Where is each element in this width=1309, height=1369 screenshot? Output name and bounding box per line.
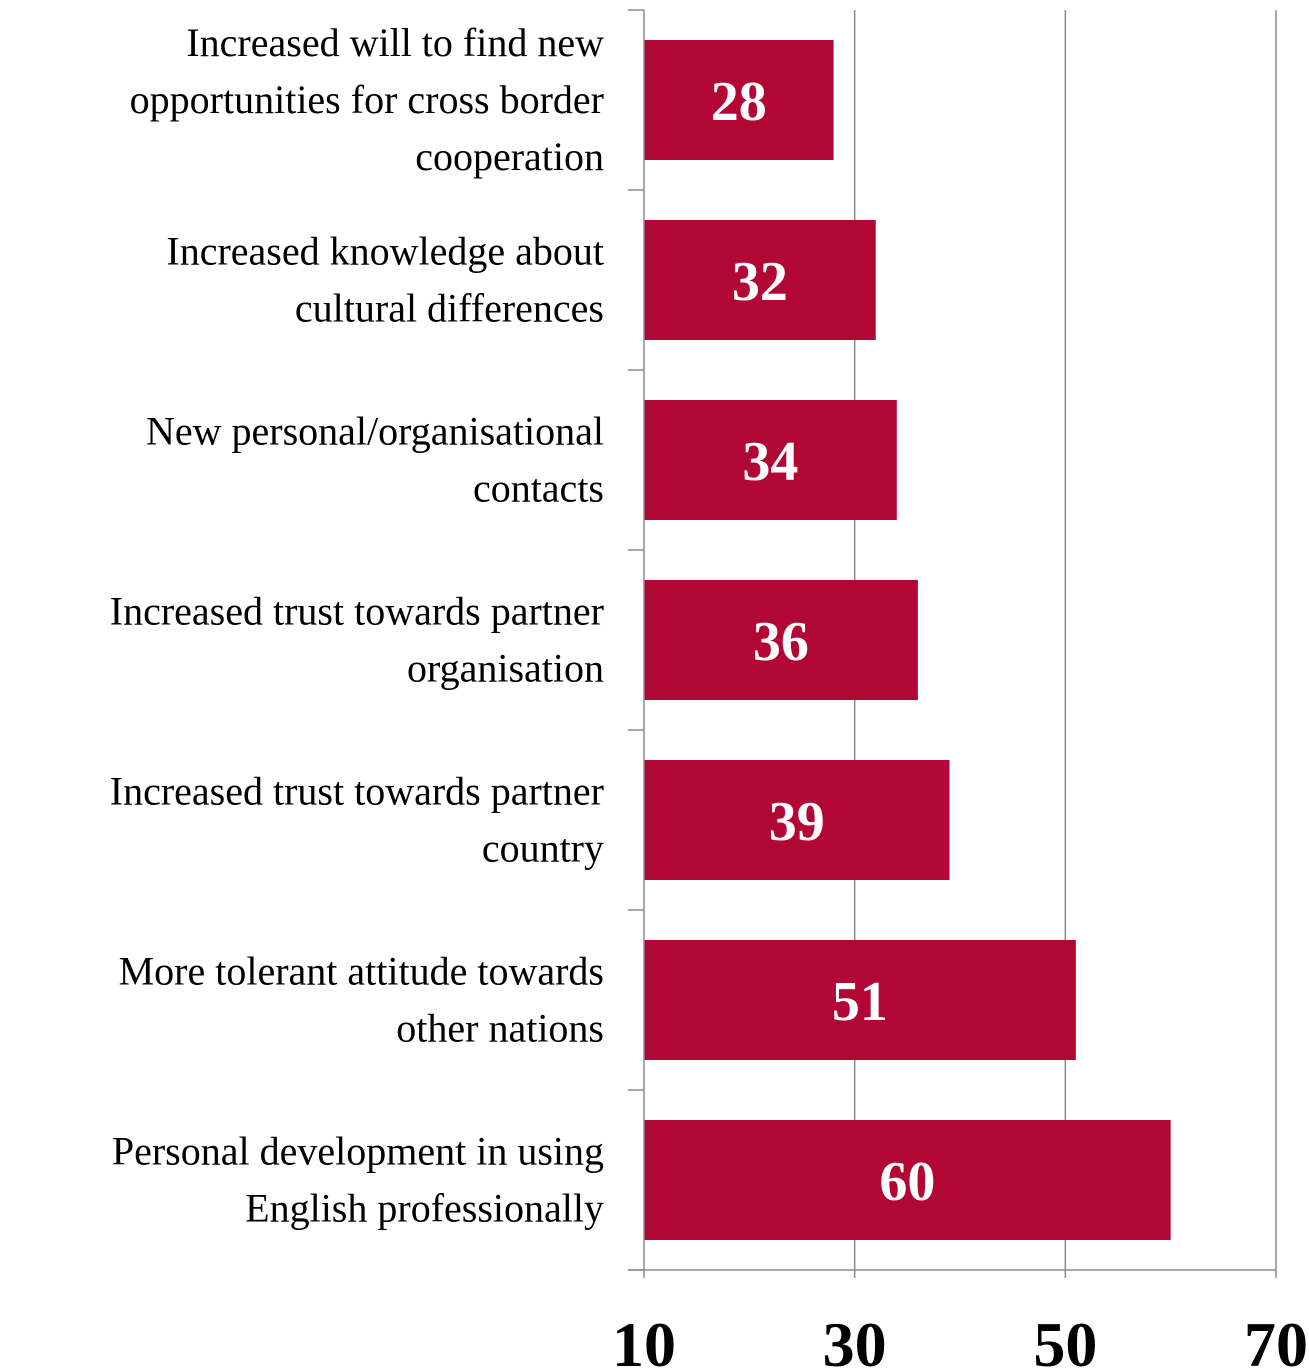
category-label: opportunities for cross border — [130, 77, 604, 122]
category-label: contacts — [473, 466, 604, 511]
category-label: Personal development in using — [112, 1129, 604, 1174]
category-label: Increased will to find new — [186, 20, 604, 65]
category-label: English professionally — [245, 1186, 604, 1231]
category-label: Increased trust towards partner — [110, 589, 604, 634]
category-label: other nations — [396, 1006, 604, 1051]
axis-layer — [628, 9, 1277, 1278]
data-label: 39 — [769, 791, 825, 853]
x-tick-label: 50 — [1033, 1309, 1097, 1369]
data-label: 32 — [732, 251, 788, 313]
data-label: 36 — [753, 611, 809, 673]
category-label: country — [482, 826, 604, 871]
category-label: New personal/organisational — [146, 409, 604, 454]
x-tick-label: 30 — [823, 1309, 887, 1369]
data-label: 60 — [879, 1151, 935, 1213]
data-label: 51 — [832, 971, 888, 1033]
category-label: Increased knowledge about — [166, 229, 604, 274]
bar-6 — [644, 1120, 1171, 1240]
label-layer: 28 Increased will to find new opportunitie… — [110, 20, 1308, 1369]
bar-5 — [644, 940, 1076, 1060]
bar-0 — [644, 40, 834, 160]
data-label: 34 — [742, 431, 798, 493]
bar-2 — [644, 400, 897, 520]
x-tick-label: 70 — [1244, 1309, 1308, 1369]
category-label: cultural differences — [295, 286, 604, 331]
x-tick-label: 10 — [612, 1309, 676, 1369]
data-label: 28 — [711, 71, 767, 133]
category-label: More tolerant attitude towards — [119, 949, 604, 994]
category-label: cooperation — [415, 134, 604, 179]
bar-1 — [644, 220, 876, 340]
bar-4 — [644, 760, 950, 880]
bar-layer — [644, 40, 1171, 1240]
category-label: organisation — [407, 646, 604, 691]
category-label: Increased trust towards partner — [110, 769, 604, 814]
bar-3 — [644, 580, 918, 700]
